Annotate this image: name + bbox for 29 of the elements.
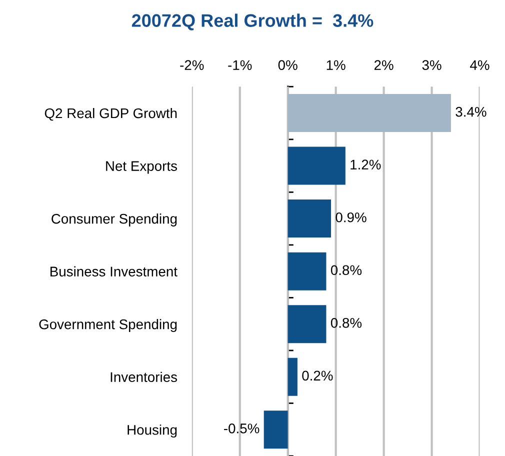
y-tick-label: Consumer Spending <box>52 214 177 226</box>
data-label: 3.4% <box>456 106 486 117</box>
data-label: 0.8% <box>330 318 362 328</box>
bar <box>288 358 298 396</box>
x-tick-label: -2% <box>180 60 204 70</box>
bar <box>288 200 332 238</box>
bar <box>264 410 288 449</box>
bar <box>288 146 346 185</box>
data-label: 0.8% <box>330 265 362 276</box>
x-tick-label: 0% <box>278 60 298 70</box>
x-tick-label: 1% <box>326 60 346 70</box>
y-tick-label: Business Investment <box>50 266 178 276</box>
data-label: 1.2% <box>350 160 381 170</box>
bar <box>288 305 326 344</box>
x-tick-label: 3% <box>422 60 442 70</box>
x-tick-label: -1% <box>228 60 252 70</box>
y-tick-label: Housing <box>128 424 177 438</box>
chart-title: 20072Q Real Growth = 3.4% <box>132 14 374 30</box>
y-tick-label: Net Exports <box>106 161 178 174</box>
bar <box>288 252 326 290</box>
y-tick-label: Government Spending <box>39 319 177 332</box>
data-label: 0.9% <box>336 212 366 222</box>
bar <box>288 94 451 132</box>
y-tick-label: Inventories <box>110 372 178 382</box>
y-tick-label: Q2 Real GDP Growth <box>44 108 177 121</box>
x-tick-label: 4% <box>470 60 490 70</box>
data-label: -0.5% <box>224 424 260 434</box>
data-label: 0.2% <box>302 370 333 381</box>
x-tick-label: 2% <box>374 60 394 70</box>
